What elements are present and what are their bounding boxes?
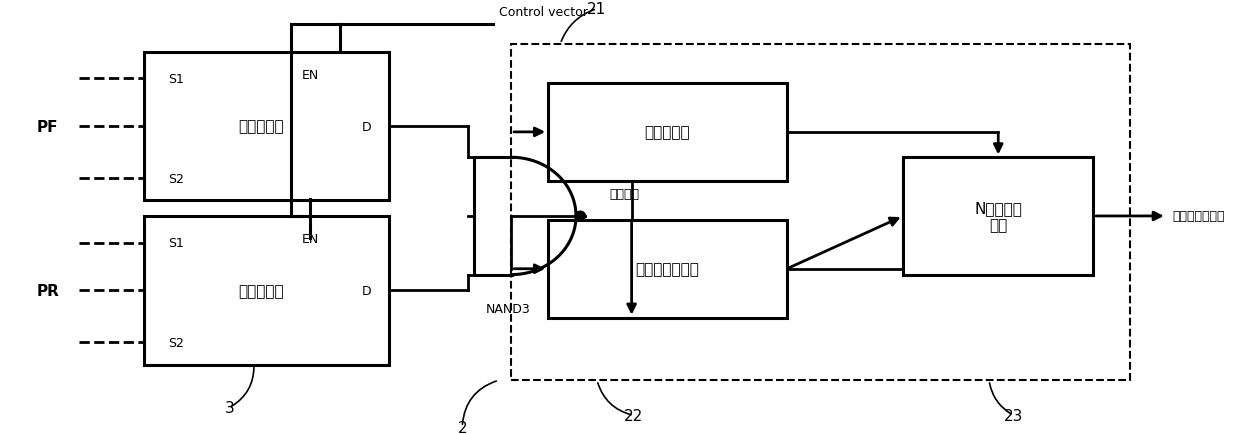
- Text: 延时线模块: 延时线模块: [645, 125, 691, 140]
- Text: 多路复用器: 多路复用器: [238, 119, 284, 134]
- Text: 关键路径延时量: 关键路径延时量: [1173, 210, 1225, 223]
- Text: S2: S2: [169, 336, 184, 349]
- Text: 多路复用器: 多路复用器: [238, 283, 284, 298]
- Text: PF: PF: [37, 119, 58, 134]
- Text: EN: EN: [301, 232, 319, 245]
- Bar: [511, 45, 1130, 380]
- Text: PR: PR: [37, 283, 60, 298]
- Text: Control vector: Control vector: [498, 7, 588, 20]
- Text: 22: 22: [624, 408, 644, 423]
- Text: 脉冲信号: 脉冲信号: [609, 188, 639, 201]
- Text: N位计数器
模块: N位计数器 模块: [975, 200, 1022, 233]
- Text: EN: EN: [301, 69, 319, 81]
- Text: 2: 2: [458, 420, 467, 434]
- Text: S1: S1: [169, 237, 184, 250]
- Bar: [144, 217, 388, 365]
- Text: NAND3: NAND3: [486, 302, 531, 315]
- Text: 23: 23: [1004, 408, 1023, 423]
- Text: S1: S1: [169, 73, 184, 86]
- Text: 3: 3: [224, 400, 234, 415]
- Bar: [548, 84, 787, 181]
- Text: 21: 21: [588, 2, 606, 17]
- Bar: [548, 220, 787, 318]
- Bar: [144, 53, 388, 201]
- Text: S2: S2: [169, 172, 184, 185]
- Text: 环形振荡器模块: 环形振荡器模块: [636, 262, 699, 276]
- Ellipse shape: [577, 213, 584, 220]
- Text: D: D: [362, 120, 372, 133]
- Bar: [903, 158, 1094, 275]
- Text: D: D: [362, 284, 372, 297]
